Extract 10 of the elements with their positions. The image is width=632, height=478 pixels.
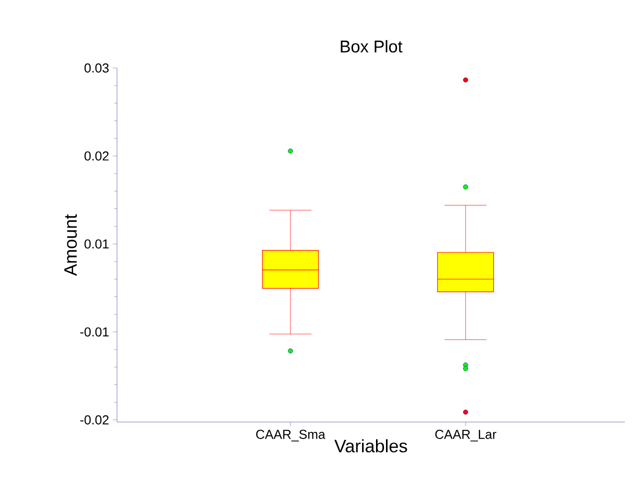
- y-tick-label: 0.03: [84, 63, 109, 73]
- y-tick-label: 0.02: [84, 151, 109, 161]
- y-axis-title: Amount: [64, 214, 77, 276]
- y-tick-label: -0.02: [80, 415, 109, 424]
- chart-title: Box Plot: [340, 40, 402, 52]
- x-axis-title: Variables: [334, 439, 408, 452]
- x-tick-label: CAAR_Lar: [435, 430, 496, 442]
- y-tick-label: 0.01: [84, 239, 109, 249]
- y-tick-label: -0.01: [80, 327, 109, 336]
- x-tick-label: CAAR_Sma: [256, 430, 326, 442]
